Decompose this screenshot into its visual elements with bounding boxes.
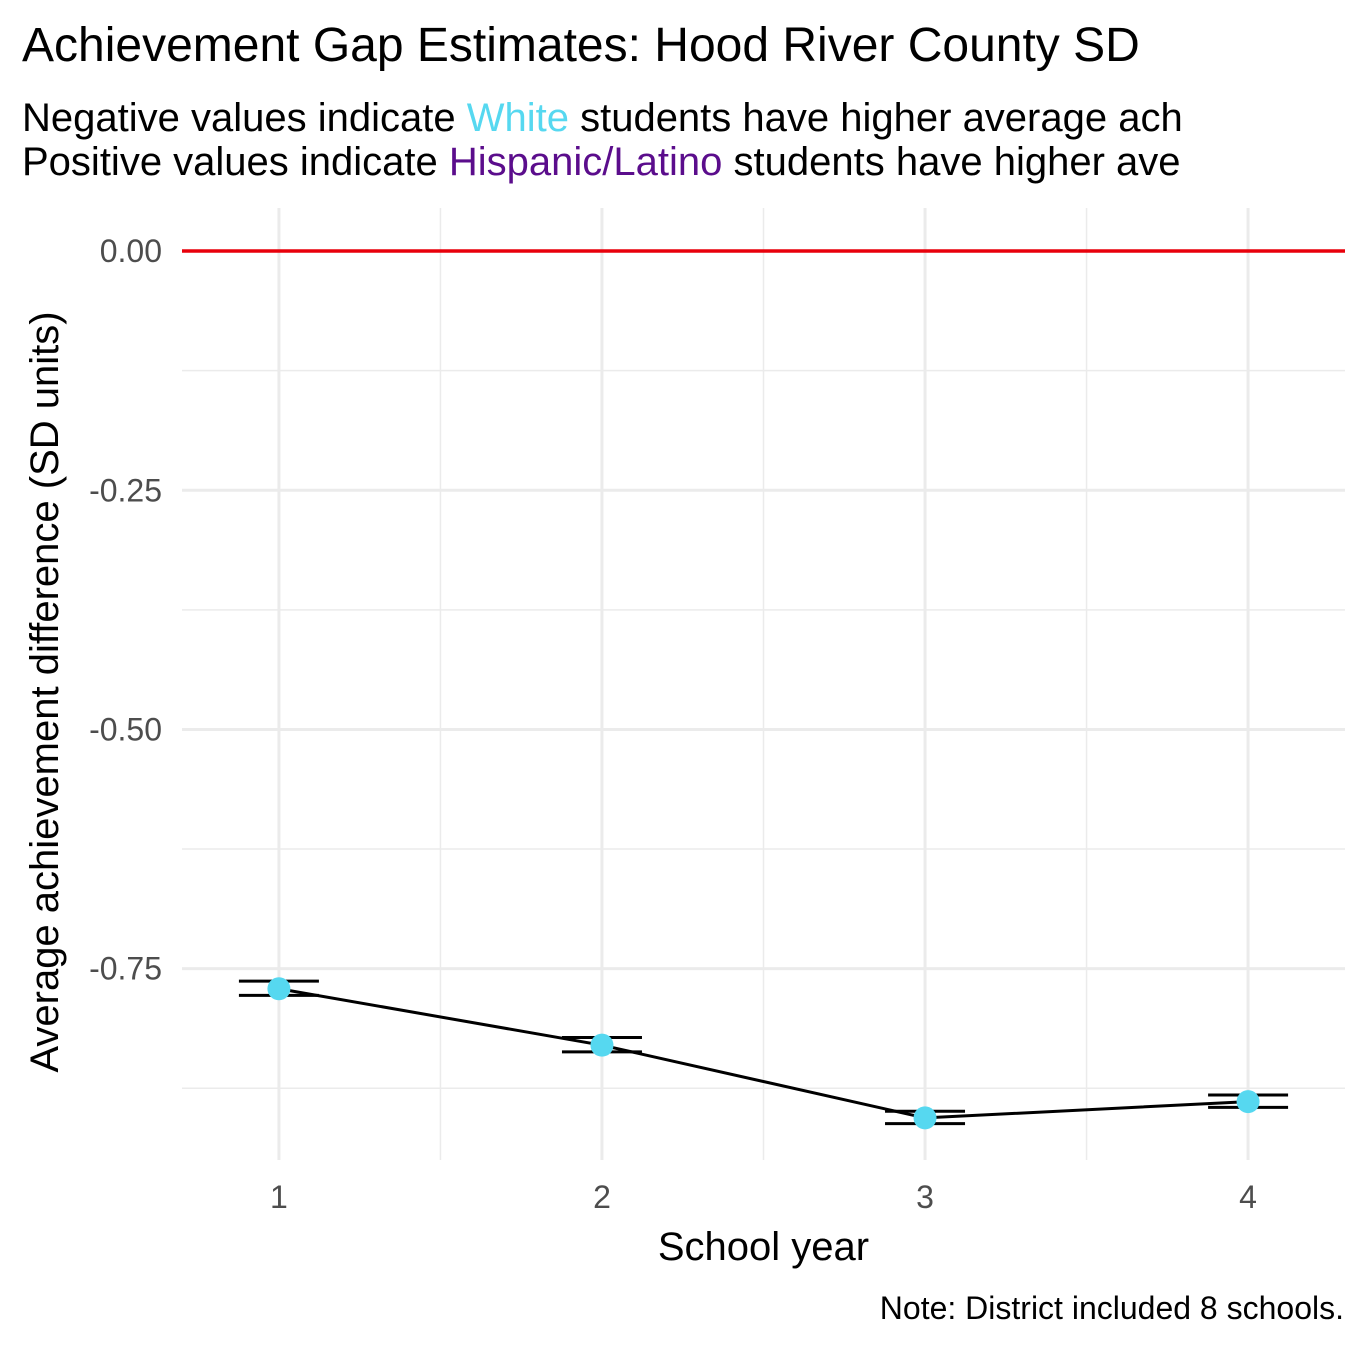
data-point-0 xyxy=(267,977,291,1001)
chart-title: Achievement Gap Estimates: Hood River Co… xyxy=(22,19,1140,72)
subtitle-hispanic-group: Hispanic/Latino xyxy=(448,140,723,184)
y-tick-label: -0.50 xyxy=(89,711,162,747)
subtitle-line-2: Positive values indicate Hispanic/Latino… xyxy=(22,140,1181,185)
y-axis-title: Average achievement difference (SD units… xyxy=(23,311,67,1072)
x-tick-label: 1 xyxy=(270,1179,288,1215)
x-tick-label: 4 xyxy=(1239,1179,1257,1215)
x-tick-label: 2 xyxy=(593,1179,611,1215)
subtitle-line-1-suffix: students have higher average ach xyxy=(568,96,1183,140)
y-tick-label: -0.25 xyxy=(89,472,162,508)
y-tick-label: -0.75 xyxy=(89,951,162,987)
subtitle-white-group: White xyxy=(466,96,569,140)
subtitle-line-1-prefix: Negative values indicate xyxy=(22,96,467,140)
x-axis-title: School year xyxy=(658,1225,869,1269)
subtitle-line-2-prefix: Positive values indicate xyxy=(22,140,449,184)
subtitle-line-2-suffix: students have higher ave xyxy=(722,140,1181,184)
chart-caption: Note: District included 8 schools. xyxy=(879,1290,1344,1326)
data-point-2 xyxy=(913,1106,937,1130)
subtitle-line-1: Negative values indicate White students … xyxy=(22,96,1183,141)
y-tick-label: 0.00 xyxy=(100,233,162,269)
data-point-1 xyxy=(590,1033,614,1057)
x-tick-label: 3 xyxy=(916,1179,934,1215)
data-point-3 xyxy=(1236,1090,1260,1114)
series-line-0 xyxy=(278,987,1249,1120)
